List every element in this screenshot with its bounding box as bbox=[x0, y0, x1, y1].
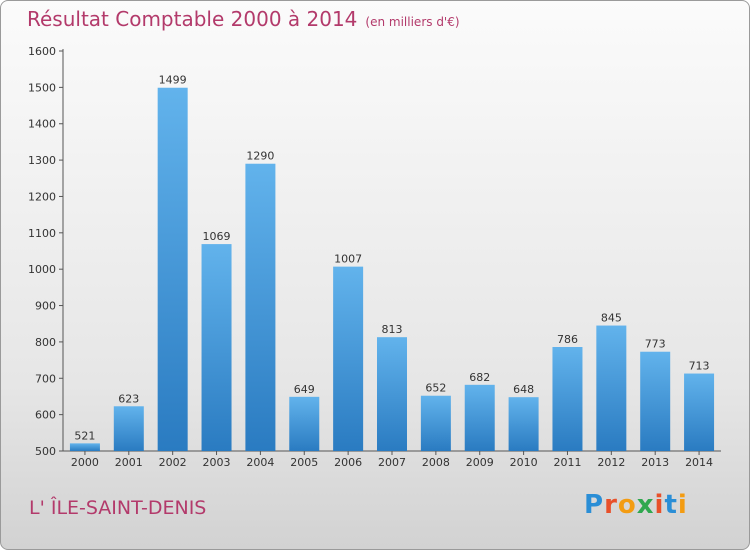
chart-unit: (en milliers d'€) bbox=[365, 15, 460, 29]
bar-value-label: 1007 bbox=[334, 253, 362, 266]
proxiti-logo: Proxiti bbox=[584, 490, 688, 520]
bar-value-label: 623 bbox=[118, 392, 139, 405]
bar-value-label: 786 bbox=[557, 333, 578, 346]
bar bbox=[552, 347, 583, 451]
x-tick-label: 2007 bbox=[378, 456, 406, 469]
logo-letter: i bbox=[677, 490, 688, 520]
y-tick-label: 700 bbox=[35, 372, 56, 385]
bar bbox=[464, 384, 495, 451]
y-tick-label: 900 bbox=[35, 300, 56, 313]
x-tick-label: 2013 bbox=[641, 456, 669, 469]
bar-value-label: 713 bbox=[689, 360, 710, 373]
y-tick-label: 1600 bbox=[28, 45, 56, 58]
bar-value-label: 1290 bbox=[246, 150, 274, 163]
x-tick-label: 2011 bbox=[553, 456, 581, 469]
y-tick-label: 1500 bbox=[28, 81, 56, 94]
bar-value-label: 845 bbox=[601, 312, 622, 325]
bar bbox=[684, 373, 715, 451]
bar-value-label: 652 bbox=[425, 382, 446, 395]
bar-value-label: 649 bbox=[294, 383, 315, 396]
bar-value-label: 682 bbox=[469, 371, 490, 384]
bar bbox=[157, 87, 188, 452]
x-tick-label: 2012 bbox=[597, 456, 625, 469]
bar bbox=[289, 396, 320, 451]
y-tick-label: 1300 bbox=[28, 154, 56, 167]
logo-letter: i bbox=[654, 490, 665, 520]
logo-letter: o bbox=[617, 490, 637, 520]
bar bbox=[377, 337, 407, 451]
bar bbox=[640, 351, 671, 451]
x-tick-label: 2008 bbox=[422, 456, 450, 469]
bar-value-label: 1499 bbox=[159, 74, 187, 87]
chart-title: Résultat Comptable 2000 à 2014 bbox=[27, 7, 358, 31]
place-name: L' ÎLE-SAINT-DENIS bbox=[29, 497, 207, 519]
x-tick-label: 2009 bbox=[466, 456, 494, 469]
y-tick-label: 500 bbox=[35, 445, 56, 458]
x-tick-label: 2002 bbox=[159, 456, 187, 469]
y-tick-label: 1000 bbox=[28, 263, 56, 276]
bar-value-label: 1069 bbox=[203, 230, 231, 243]
y-tick-label: 1200 bbox=[28, 190, 56, 203]
bar-value-label: 773 bbox=[645, 338, 666, 351]
y-tick-label: 1100 bbox=[28, 227, 56, 240]
y-tick-label: 600 bbox=[35, 409, 56, 422]
y-tick-label: 1400 bbox=[28, 118, 56, 131]
bar bbox=[333, 266, 364, 451]
logo-letter: x bbox=[636, 490, 655, 520]
x-tick-label: 2004 bbox=[246, 456, 274, 469]
bar bbox=[245, 163, 276, 451]
x-tick-label: 2001 bbox=[115, 456, 143, 469]
bar bbox=[508, 397, 539, 451]
bar bbox=[69, 443, 100, 451]
bar bbox=[113, 406, 144, 451]
chart-title-block: Résultat Comptable 2000 à 2014 (en millie… bbox=[27, 7, 460, 31]
bar-value-label: 813 bbox=[382, 323, 403, 336]
bar-value-label: 521 bbox=[74, 429, 95, 442]
y-tick-label: 800 bbox=[35, 336, 56, 349]
logo-letter: P bbox=[584, 490, 605, 520]
bar bbox=[420, 395, 451, 451]
x-tick-label: 2005 bbox=[290, 456, 318, 469]
bar bbox=[201, 244, 232, 451]
x-tick-label: 2010 bbox=[510, 456, 538, 469]
logo-letter: r bbox=[604, 490, 618, 520]
x-tick-label: 2006 bbox=[334, 456, 362, 469]
x-tick-label: 2014 bbox=[685, 456, 713, 469]
bar-value-label: 648 bbox=[513, 383, 534, 396]
x-tick-label: 2003 bbox=[203, 456, 231, 469]
logo-letter: t bbox=[664, 490, 678, 520]
bar bbox=[596, 325, 627, 451]
x-tick-label: 2000 bbox=[71, 456, 99, 469]
